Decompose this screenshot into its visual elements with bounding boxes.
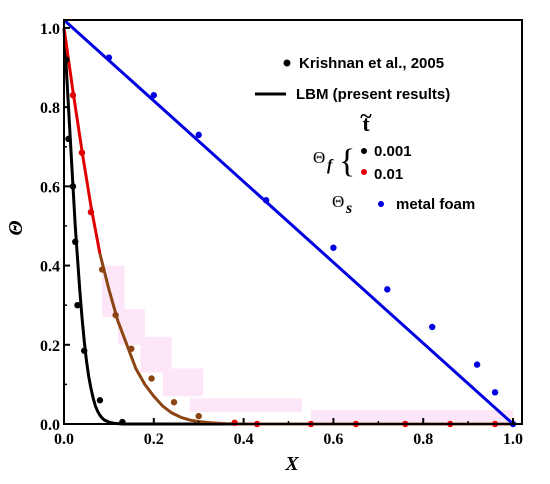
- series-1-point-6: [148, 375, 155, 382]
- x-tick-label-4: 0.8: [413, 431, 433, 448]
- legend-brace: {: [339, 143, 355, 180]
- y-tick-label-0: 0.0: [40, 417, 60, 434]
- highlight-region-4: [189, 398, 302, 413]
- y-axis-title: Θ: [5, 220, 27, 235]
- series-1-point-3: [98, 266, 106, 273]
- fluid-subscript: f: [327, 157, 334, 174]
- series-1-point-8: [195, 412, 202, 420]
- series-2-point-7: [473, 361, 481, 368]
- legend-marker-label: Krishnan et al., 2005: [299, 55, 444, 72]
- plot-area: [102, 265, 514, 423]
- series-0-point-2: [69, 183, 77, 190]
- x-axis-title: X: [284, 453, 299, 475]
- solid-subscript: s: [345, 200, 352, 217]
- series-2-point-4: [330, 244, 337, 251]
- highlight-region-5: [310, 410, 514, 423]
- series-layer: [62, 18, 517, 428]
- y-tick-label-1: 0.2: [40, 338, 60, 355]
- highlight-region-2: [140, 336, 172, 373]
- legend-dot-0001: [361, 148, 367, 154]
- legend-marker-symbol: [283, 59, 291, 67]
- series-1-point-7: [170, 399, 178, 406]
- legend: Krishnan et al., 2005 LBM (present resul…: [255, 55, 475, 217]
- series-0-point-3: [72, 238, 79, 246]
- series-2-point-8: [491, 389, 499, 396]
- series-1-point-1: [78, 149, 86, 156]
- legend-time-0001: 0.001: [374, 143, 412, 160]
- series-0-point-4: [74, 301, 81, 309]
- series-0-point-5: [81, 347, 88, 354]
- series-1-point-9: [231, 419, 238, 427]
- y-tick-label-4: 0.8: [40, 100, 60, 117]
- series-2-point-5: [384, 286, 391, 293]
- legend-dot-001: [361, 169, 367, 175]
- x-tick-label-0: 0.0: [54, 431, 74, 448]
- plot-frame: [63, 19, 523, 425]
- y-tick-label-5: 1.0: [40, 21, 60, 38]
- series-1-point-4: [112, 311, 119, 319]
- solid-symbol: Θ: [332, 192, 344, 211]
- legend-line-label: LBM (present results): [296, 86, 450, 103]
- fluid-symbol: Θ: [313, 148, 325, 167]
- series-2-point-1: [150, 92, 158, 99]
- series-2-line: [62, 18, 515, 426]
- series-0-point-6: [96, 397, 104, 404]
- x-tick-label-3: 0.6: [323, 431, 343, 448]
- y-tick-label-2: 0.4: [40, 259, 60, 276]
- highlight-region-3: [162, 368, 204, 397]
- series-1-point-5: [128, 345, 135, 352]
- time-symbol: t: [362, 111, 370, 136]
- series-1-point-2: [87, 208, 95, 216]
- legend-dot-metal-foam: [378, 201, 384, 207]
- axes-layer: 0.00.0 0.2 0.2 0.4 0.4 0.6 0.6 0.8 0.8 1.0 1.0: [40, 19, 523, 448]
- x-tick-label-2: 0.4: [234, 431, 254, 448]
- series-1-point-0: [69, 92, 77, 99]
- highlight-region-0: [102, 265, 125, 318]
- series-2-point-2: [195, 131, 202, 139]
- series-2-point-0: [105, 54, 113, 61]
- time-accent: ~: [360, 103, 372, 128]
- series-0-point-1: [65, 135, 72, 143]
- series-2-point-3: [262, 197, 270, 204]
- series-2-point-6: [428, 323, 436, 331]
- legend-time-001: 0.01: [374, 166, 403, 183]
- legend-metal-foam-label: metal foam: [396, 196, 475, 213]
- x-tick-label-1: 0.2: [144, 431, 164, 448]
- x-tick-label-5: 1.0: [503, 431, 523, 448]
- y-tick-label-3: 0.6: [40, 179, 60, 196]
